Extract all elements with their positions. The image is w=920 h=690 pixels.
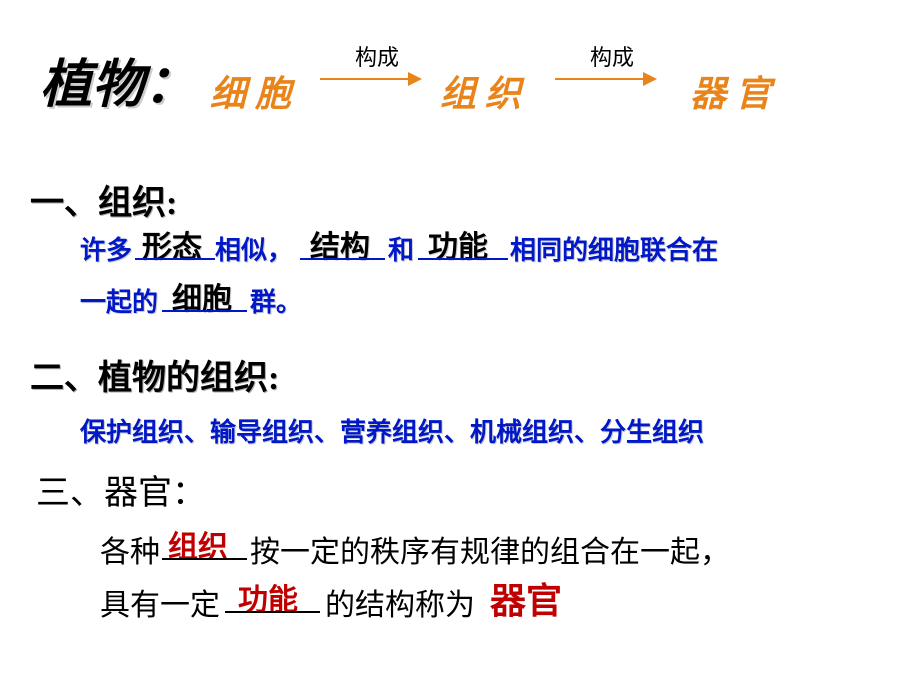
section-3-line-2: 具有一定 [100, 580, 220, 624]
section-3-heading: 三、器官： [36, 465, 206, 514]
flow-label-1: 构成 [355, 40, 399, 72]
section-3-line-1: 各种 [100, 527, 160, 571]
flow-node-cell: 细 胞 [210, 65, 291, 117]
text-prefix: 许多 [80, 236, 132, 265]
organ-large: 器官 [490, 572, 562, 624]
underline-3 [418, 258, 508, 260]
flow-label-2: 构成 [590, 40, 634, 72]
underline-2 [300, 258, 385, 260]
underline-4 [162, 310, 247, 312]
text-mid2: 和 [388, 230, 414, 267]
text-mid1: 相似， [215, 230, 293, 267]
l4-pre: 具有一定 [100, 589, 220, 622]
section-1-line-1: 许多 [80, 230, 132, 267]
l3-pre: 各种 [100, 536, 160, 569]
flow-node-tissue: 组 织 [440, 65, 521, 117]
text-suffix2: 群。 [250, 282, 302, 319]
flow-node-organ: 器 官 [690, 65, 771, 117]
text-suffix1: 相同的细胞联合在 [510, 230, 718, 267]
l3-post: 按一定的秩序有规律的组合在一起， [250, 527, 730, 571]
underline-6 [225, 611, 320, 613]
section-2-heading: 二、植物的组织: [30, 350, 279, 399]
arrow-2 [555, 78, 655, 80]
arrow-1 [320, 78, 420, 80]
section-1-line-2: 一起的 [80, 282, 158, 319]
text-prefix2: 一起的 [80, 288, 158, 317]
page-title: 植物： [40, 42, 196, 117]
l4-post: 的结构称为 [325, 580, 475, 624]
underline-1 [135, 258, 215, 260]
section-1-heading: 一、组织: [30, 175, 177, 224]
underline-5 [162, 558, 247, 560]
tissue-list: 保护组织、输导组织、营养组织、机械组织、分生组织 [80, 412, 704, 449]
